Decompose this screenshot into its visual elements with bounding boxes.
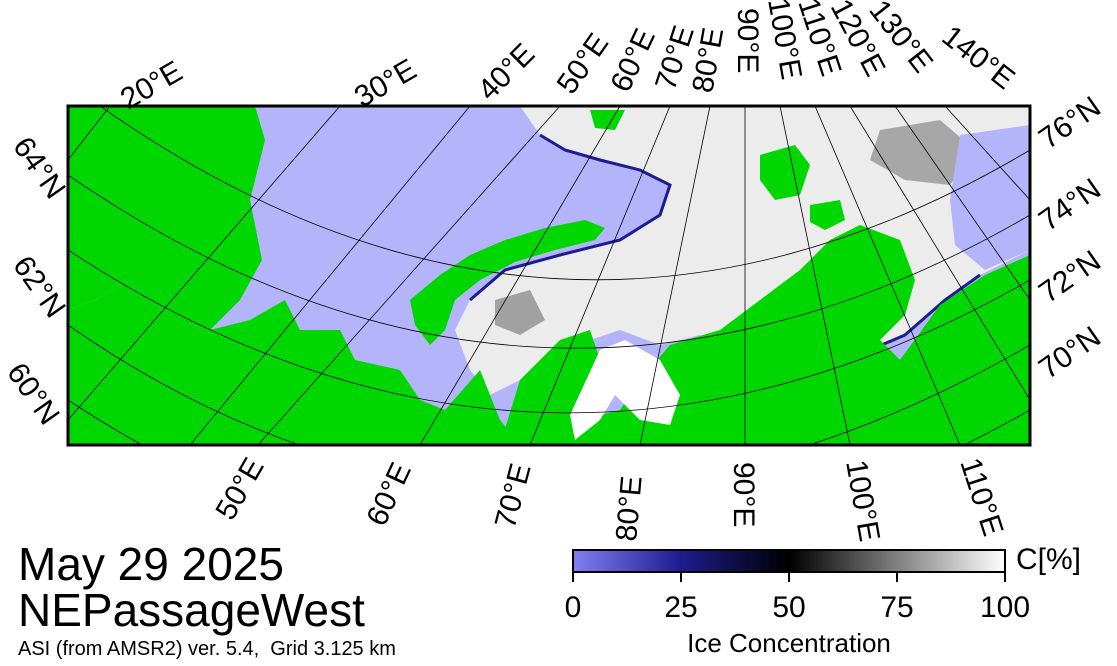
land-island [810, 200, 845, 230]
top-longitude-labels: 20°E 30°E 40°E 50°E 60°E 70°E 80°E 90°E … [115, 0, 1021, 116]
colorbar-tick-label: 100 [979, 591, 1031, 624]
lon-label: 50°E [551, 28, 616, 100]
colorbar-tick-label: 50 [772, 591, 806, 624]
map-frame [66, 104, 1032, 447]
bottom-longitude-labels: 50°E 60°E 70°E 80°E 90°E 100°E 110°E [209, 452, 1009, 544]
lon-label: 90°E [731, 8, 764, 73]
longitude-grid [68, 106, 1030, 445]
lon-label: 50°E [209, 452, 270, 525]
colorbar-tick-label: 0 [564, 591, 582, 624]
region-title: NEPassageWest [18, 584, 365, 636]
lat-label: 70°N [1033, 320, 1107, 385]
land-scandinavia [68, 106, 265, 330]
left-latitude-labels: 64°N 62°N 60°N [0, 131, 71, 431]
ob-gulf-water [570, 340, 680, 440]
latitude-grid [68, 106, 1030, 445]
right-latitude-labels: 76°N 74°N 72°N 70°N [1033, 90, 1107, 385]
colorbar [572, 549, 1006, 573]
lon-label: 110°E [953, 454, 1009, 540]
land-yamal-siberia [500, 225, 1030, 445]
colorbar-ticks [572, 572, 1006, 582]
colorbar-unit: C[%] [1016, 543, 1082, 576]
lon-label: 40°E [472, 37, 542, 107]
lat-label: 74°N [1033, 172, 1107, 237]
ice-edge [869, 273, 981, 352]
open-water-polynya [950, 125, 1030, 270]
lon-label: 80°E [610, 475, 649, 543]
lat-label: 76°N [1033, 90, 1107, 155]
ice-edge [469, 133, 672, 302]
date-title: May 29 2025 [18, 538, 284, 590]
land-severnaya-zemlya [760, 145, 810, 200]
ice-dark-patch [870, 120, 975, 185]
lat-label: 60°N [0, 357, 65, 431]
lon-label: 140°E [936, 20, 1021, 97]
lon-label: 90°E [727, 462, 760, 527]
lon-label: 60°E [360, 458, 418, 531]
ice-dark-patch [495, 290, 545, 335]
lon-label: 70°E [489, 460, 538, 532]
land-island [590, 110, 625, 130]
land-kola [68, 280, 520, 445]
land-novaya-zemlya [410, 220, 605, 345]
product-info: ASI (from AMSR2) ver. 5.4, Grid 3.125 km [18, 638, 396, 660]
colorbar-tick-label: 75 [880, 591, 914, 624]
colorbar-tick-label: 25 [664, 591, 698, 624]
lat-label: 72°N [1033, 244, 1107, 309]
lat-label: 62°N [6, 250, 71, 324]
colorbar-title: Ice Concentration [687, 628, 891, 658]
lat-label: 64°N [6, 131, 71, 205]
lon-label: 100°E [839, 457, 886, 544]
